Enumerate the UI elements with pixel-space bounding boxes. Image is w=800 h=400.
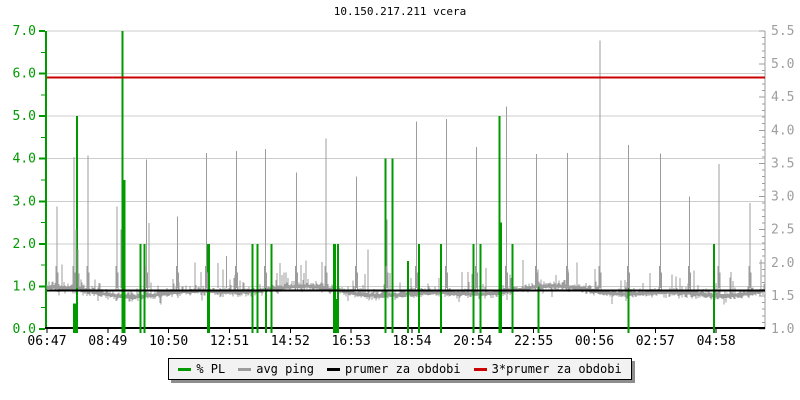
pl-bar xyxy=(206,243,210,333)
chart-legend: % PL avg ping prumer za obdobi 3*prumer za … xyxy=(168,358,632,380)
legend-marker-prumer xyxy=(327,367,341,371)
x-tick-label: 12:51 xyxy=(210,334,249,349)
pl-bar xyxy=(498,116,501,333)
ping-noise-series xyxy=(46,259,766,305)
pl-bar xyxy=(251,243,254,333)
legend-label-3x-prumer: 3*prumer za obdobi xyxy=(491,362,622,376)
x-tick-label: 22:55 xyxy=(514,334,553,349)
legend-item-3x-prumer: 3*prumer za obdobi xyxy=(473,362,622,376)
pl-bar xyxy=(418,243,420,333)
pl-bar xyxy=(537,286,540,333)
legend-item-avg-ping: avg ping xyxy=(238,362,314,376)
y-left-tick-label: 0.0 xyxy=(13,322,36,337)
y-right-tick-label: 2.0 xyxy=(771,256,794,271)
pl-bar xyxy=(440,243,442,333)
x-tick-label: 10:50 xyxy=(149,334,188,349)
axes xyxy=(39,30,766,333)
y-right-tick-label: 5.0 xyxy=(771,57,794,72)
legend-marker-pl xyxy=(178,367,192,371)
pl-bar xyxy=(479,243,482,333)
x-tick-label: 16:53 xyxy=(332,334,371,349)
pl-bar xyxy=(73,303,78,333)
pl-bar xyxy=(407,260,409,333)
x-tick-label: 14:52 xyxy=(271,334,310,349)
pl-bar xyxy=(265,286,267,333)
pl-bars-series xyxy=(73,31,715,333)
legend-label-avg-ping: avg ping xyxy=(256,362,315,376)
y-right-tick-label: 1.0 xyxy=(771,322,794,337)
y-left-tick-label: 7.0 xyxy=(13,24,36,39)
chart-title: 10.150.217.211 vcera xyxy=(333,5,467,18)
pl-bar xyxy=(511,243,514,333)
ping-spike-series xyxy=(55,40,762,291)
y-right-tick-label: 1.5 xyxy=(771,289,794,304)
pl-bar xyxy=(391,158,394,333)
legend-label-pl: % PL xyxy=(196,362,226,376)
x-tick-label: 04:58 xyxy=(697,334,736,349)
y-left-tick-label: 6.0 xyxy=(13,67,36,82)
y-left-tick-label: 2.0 xyxy=(13,237,36,252)
y-right-tick-label: 5.5 xyxy=(771,24,794,39)
legend-marker-3x-prumer xyxy=(473,367,487,371)
x-tick-label: 18:54 xyxy=(392,334,431,349)
y-right-tick-label: 2.5 xyxy=(771,223,794,238)
y-right-tick-label: 3.5 xyxy=(771,156,794,171)
pl-bar xyxy=(139,243,142,333)
y-left-tick-label: 3.0 xyxy=(13,194,36,209)
x-tick-label: 02:57 xyxy=(636,334,675,349)
pl-bar xyxy=(143,243,146,333)
pl-bar xyxy=(337,243,339,333)
grid-lines xyxy=(47,30,765,287)
pl-bar xyxy=(713,243,715,333)
pl-bar xyxy=(384,158,387,333)
pl-bar xyxy=(270,243,273,333)
pl-bar xyxy=(500,222,502,333)
pl-bar xyxy=(333,243,336,333)
y-left-tick-label: 1.0 xyxy=(13,279,36,294)
pl-bar xyxy=(472,243,475,333)
x-tick-label: 00:56 xyxy=(575,334,614,349)
legend-label-prumer: prumer za obdobi xyxy=(345,362,461,376)
x-tick-label: 06:47 xyxy=(27,334,66,349)
chart-canvas: 0.0 1.0 2.0 3.0 4.0 5.0 6.0 7.0 1.0 1.5 2.0 2.5 3.0 3… xyxy=(13,24,795,349)
x-tick-label: 08:49 xyxy=(88,334,127,349)
pl-bar xyxy=(76,116,78,333)
axis-labels: 0.0 1.0 2.0 3.0 4.0 5.0 6.0 7.0 1.0 1.5 2.0 2.5 3.0 3… xyxy=(13,24,795,349)
legend-item-pl: % PL xyxy=(178,362,225,376)
pl-bar xyxy=(333,299,339,333)
y-right-tick-label: 4.5 xyxy=(771,90,794,105)
pl-bar xyxy=(627,286,630,333)
pl-bar xyxy=(256,243,259,333)
y-right-tick-label: 4.0 xyxy=(771,123,794,138)
y-right-tick-label: 3.0 xyxy=(771,190,794,205)
pl-bar xyxy=(121,31,124,333)
x-tick-label: 20:54 xyxy=(453,334,492,349)
legend-item-prumer: prumer za obdobi xyxy=(327,362,461,376)
pl-bar xyxy=(123,180,126,333)
y-left-tick-label: 5.0 xyxy=(13,109,36,124)
y-left-tick-label: 4.0 xyxy=(13,152,36,167)
legend-marker-avg-ping xyxy=(238,367,252,371)
